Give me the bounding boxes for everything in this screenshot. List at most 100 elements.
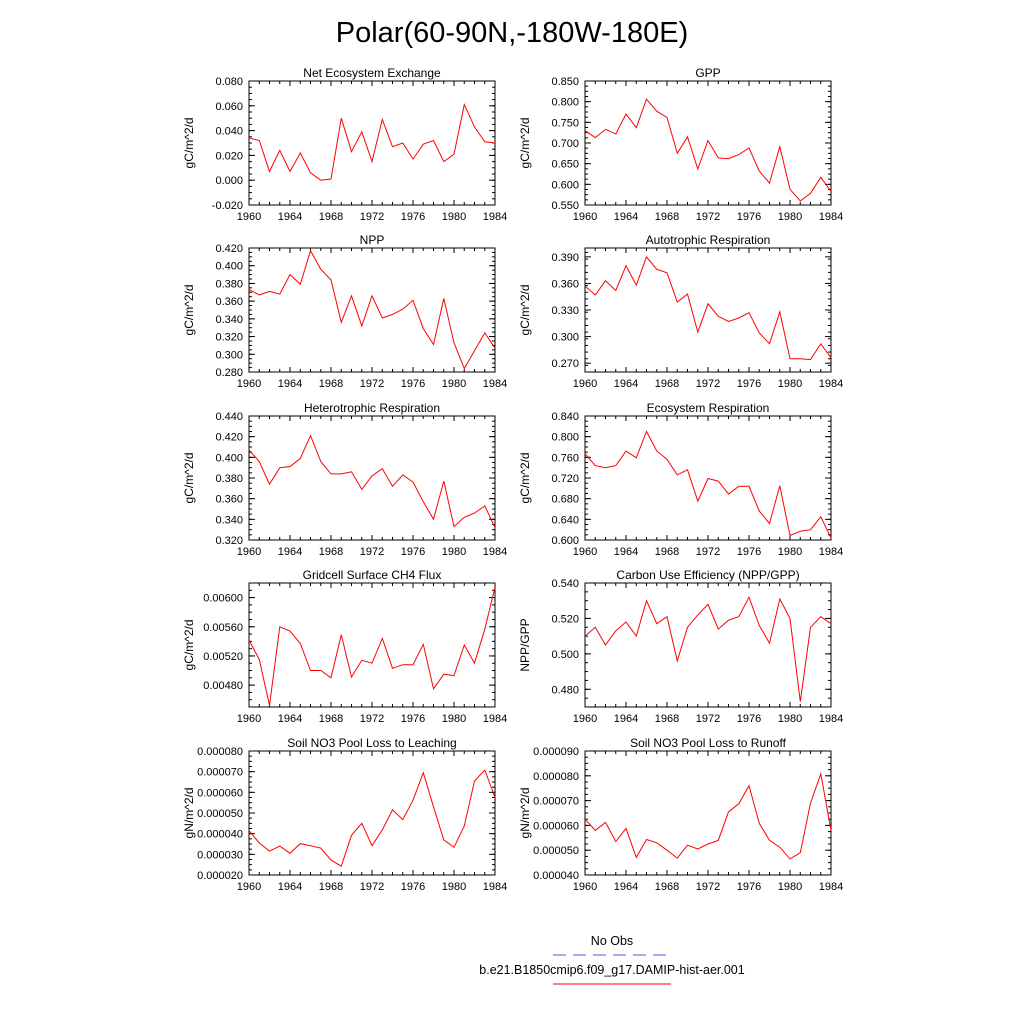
series-line-soil-no3-pool-loss-to-runoff xyxy=(584,771,832,860)
x-tick-label: 1976 xyxy=(401,378,425,390)
plot-frame xyxy=(248,582,496,708)
y-tick-label: 0.680 xyxy=(551,494,579,506)
y-tick-label: 0.00600 xyxy=(203,593,243,605)
y-tick-label: 0.060 xyxy=(215,101,243,113)
x-tick-label: 1960 xyxy=(237,211,261,223)
x-tick-label: 1984 xyxy=(819,713,843,725)
chart-gpp: GPP gC/m^2/d 1960 1964 1968 1972 1976 1980 1984 0… xyxy=(518,66,843,223)
x-tick-label: 1968 xyxy=(655,378,679,390)
y-tick-label: 0.360 xyxy=(215,296,243,308)
y-tick-label: 0.420 xyxy=(215,432,243,444)
x-tick-label: 1976 xyxy=(737,713,761,725)
y-tick-label: 0.750 xyxy=(551,117,579,129)
x-tick-label: 1960 xyxy=(237,378,261,390)
y-tick-label: 0.000030 xyxy=(197,849,243,861)
chart-autotrophic-respiration: Autotrophic Respiration gC/m^2/d 1960 1964 1… xyxy=(518,233,843,390)
y-tick-label: 0.800 xyxy=(551,432,579,444)
x-tick-label: 1964 xyxy=(614,546,638,558)
x-tick-label: 1972 xyxy=(360,378,384,390)
y-tick-label: 0.720 xyxy=(551,473,579,485)
legend-label-no-obs: No Obs xyxy=(591,934,633,948)
y-tick-label: 0.340 xyxy=(215,514,243,526)
y-tick-label: 0.000070 xyxy=(533,796,579,808)
x-tick-label: 1960 xyxy=(573,211,597,223)
y-axis-label: gC/m^2/d xyxy=(518,453,532,504)
x-tick-label: 1980 xyxy=(442,546,466,558)
x-tick-label: 1976 xyxy=(401,713,425,725)
x-tick-label: 1964 xyxy=(278,378,302,390)
chart-carbon-use-efficiency-npp-gpp: Carbon Use Efficiency (NPP/GPP) NPP/GPP 19… xyxy=(518,568,843,725)
y-tick-label: 0.800 xyxy=(551,97,579,109)
y-tick-label: 0.640 xyxy=(551,514,579,526)
x-tick-label: 1976 xyxy=(401,881,425,893)
plot-frame xyxy=(584,582,832,708)
x-tick-label: 1968 xyxy=(319,546,343,558)
y-tick-label: 0.850 xyxy=(551,76,579,88)
y-tick-label: 0.00480 xyxy=(203,680,243,692)
x-tick-label: 1968 xyxy=(319,378,343,390)
y-tick-label: 0.000060 xyxy=(197,787,243,799)
x-tick-label: 1980 xyxy=(778,211,802,223)
y-axis-label: gC/m^2/d xyxy=(518,285,532,336)
x-tick-label: 1980 xyxy=(442,881,466,893)
x-tick-label: 1984 xyxy=(483,546,507,558)
series-line-heterotrophic-respiration xyxy=(248,434,496,528)
x-tick-label: 1968 xyxy=(319,211,343,223)
y-tick-label: 0.420 xyxy=(215,243,243,255)
y-tick-label: 0.400 xyxy=(215,452,243,464)
chart-heterotrophic-respiration: Heterotrophic Respiration gC/m^2/d 1960 196… xyxy=(182,401,507,558)
legend: No Obs b.e21.B1850cmip6.f09_g17.DAMIP-hi… xyxy=(479,934,745,985)
y-tick-label: 0.320 xyxy=(215,535,243,547)
y-axis-label: gC/m^2/d xyxy=(182,620,196,671)
y-tick-label: 0.000040 xyxy=(197,829,243,841)
x-tick-label: 1984 xyxy=(819,546,843,558)
chart-title: Net Ecosystem Exchange xyxy=(303,66,441,80)
y-tick-label: 0.270 xyxy=(551,358,579,370)
x-tick-label: 1960 xyxy=(573,378,597,390)
x-tick-label: 1976 xyxy=(737,546,761,558)
y-tick-label: 0.380 xyxy=(215,278,243,290)
chart-gridcell-surface-ch4-flux: Gridcell Surface CH4 Flux gC/m^2/d 1960 196… xyxy=(182,568,507,725)
y-tick-label: 0.360 xyxy=(215,494,243,506)
x-tick-label: 1980 xyxy=(778,881,802,893)
y-tick-label: 0.400 xyxy=(215,261,243,273)
x-tick-label: 1984 xyxy=(483,211,507,223)
x-tick-label: 1964 xyxy=(278,713,302,725)
x-tick-label: 1980 xyxy=(442,378,466,390)
x-tick-label: 1968 xyxy=(319,881,343,893)
chart-panels: Net Ecosystem Exchange gC/m^2/d 1960 1964 19… xyxy=(182,66,843,893)
y-tick-label: -0.020 xyxy=(212,200,243,212)
x-tick-label: 1984 xyxy=(819,881,843,893)
chart-title: Heterotrophic Respiration xyxy=(304,401,440,415)
y-tick-label: 0.500 xyxy=(551,649,579,661)
chart-soil-no3-pool-loss-to-runoff: Soil NO3 Pool Loss to Runoff gN/m^2/d 1960… xyxy=(518,736,843,893)
y-tick-label: 0.000050 xyxy=(533,845,579,857)
x-tick-label: 1964 xyxy=(278,211,302,223)
y-tick-label: 0.040 xyxy=(215,126,243,138)
x-tick-label: 1984 xyxy=(483,713,507,725)
x-tick-label: 1976 xyxy=(737,211,761,223)
chart-soil-no3-pool-loss-to-leaching: Soil NO3 Pool Loss to Leaching gN/m^2/d 19… xyxy=(182,736,507,893)
x-tick-label: 1984 xyxy=(819,378,843,390)
x-tick-label: 1980 xyxy=(778,546,802,558)
y-tick-label: 0.650 xyxy=(551,159,579,171)
x-tick-label: 1972 xyxy=(696,378,720,390)
y-axis-label: gN/m^2/d xyxy=(518,788,532,839)
y-tick-label: 0.300 xyxy=(215,349,243,361)
x-tick-label: 1964 xyxy=(614,378,638,390)
x-tick-label: 1976 xyxy=(401,211,425,223)
x-tick-label: 1980 xyxy=(778,378,802,390)
y-tick-label: 0.280 xyxy=(215,367,243,379)
x-tick-label: 1976 xyxy=(737,881,761,893)
y-tick-label: 0.000060 xyxy=(533,820,579,832)
x-tick-label: 1984 xyxy=(819,211,843,223)
y-tick-label: 0.550 xyxy=(551,200,579,212)
y-tick-label: 0.000 xyxy=(215,175,243,187)
x-tick-label: 1964 xyxy=(614,881,638,893)
y-axis-label: gC/m^2/d xyxy=(518,118,532,169)
series-line-autotrophic-respiration xyxy=(584,255,832,361)
x-tick-label: 1964 xyxy=(278,546,302,558)
plot-frame xyxy=(584,247,832,373)
x-tick-label: 1964 xyxy=(614,211,638,223)
